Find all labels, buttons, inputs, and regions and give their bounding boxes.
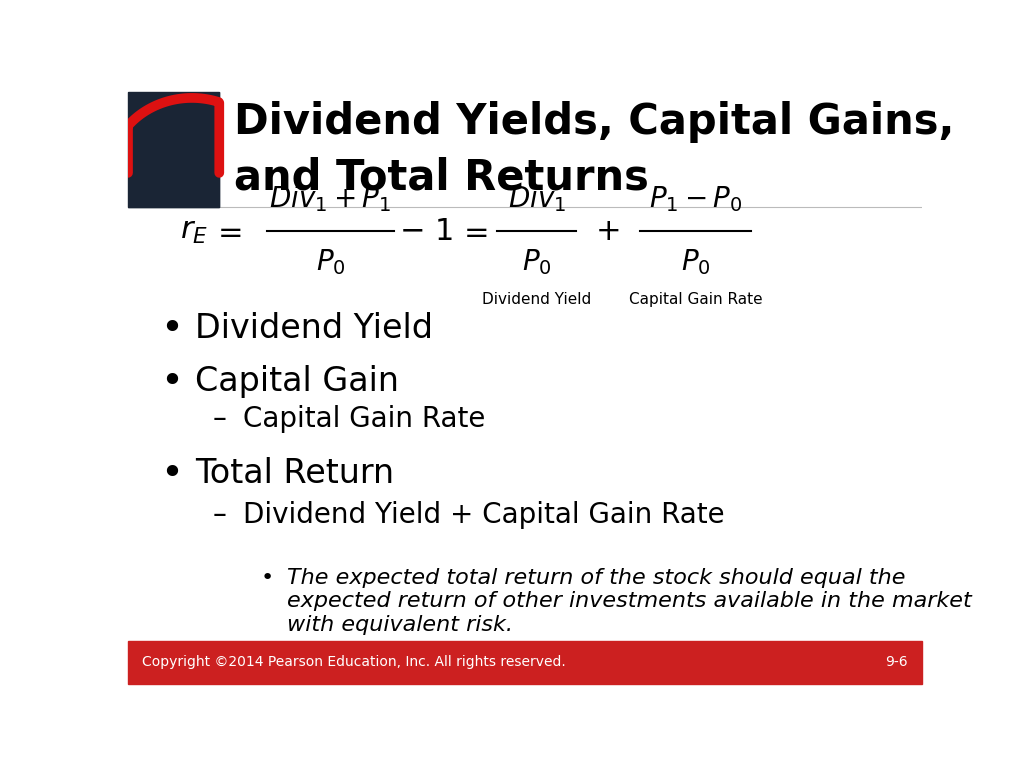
Text: $P_1 - P_0$: $P_1 - P_0$ — [648, 184, 742, 214]
Text: Copyright ©2014 Pearson Education, Inc. All rights reserved.: Copyright ©2014 Pearson Education, Inc. … — [142, 655, 566, 669]
Bar — [128, 641, 922, 684]
Text: $=$: $=$ — [458, 217, 488, 246]
Text: $Div_1$: $Div_1$ — [508, 184, 566, 214]
Text: 9-6: 9-6 — [885, 655, 907, 669]
Text: $P_0$: $P_0$ — [522, 247, 552, 276]
Text: Capital Gain Rate: Capital Gain Rate — [243, 405, 485, 432]
Text: Capital Gain Rate: Capital Gain Rate — [629, 292, 762, 306]
Text: $P_0$: $P_0$ — [681, 247, 711, 276]
Text: Dividend Yield: Dividend Yield — [196, 313, 433, 345]
Text: •: • — [160, 455, 183, 492]
Text: Dividend Yield + Capital Gain Rate: Dividend Yield + Capital Gain Rate — [243, 501, 725, 529]
Text: $r_E$: $r_E$ — [179, 217, 208, 246]
Text: •: • — [260, 568, 273, 588]
Text: $Div_1 + P_1$: $Div_1 + P_1$ — [269, 184, 391, 214]
Text: Dividend Yield: Dividend Yield — [482, 292, 591, 306]
Text: $=$: $=$ — [212, 217, 243, 246]
Text: Total Return: Total Return — [196, 457, 394, 490]
Text: and Total Returns: and Total Returns — [233, 156, 648, 198]
Text: $+$: $+$ — [595, 217, 620, 246]
Text: –: – — [212, 501, 226, 529]
Text: The expected total return of the stock should equal the
expected return of other: The expected total return of the stock s… — [287, 568, 972, 634]
Text: $P_0$: $P_0$ — [315, 247, 345, 276]
Text: $- \ 1$: $- \ 1$ — [398, 217, 453, 246]
Bar — [128, 92, 219, 207]
Text: •: • — [160, 310, 183, 348]
Text: Capital Gain: Capital Gain — [196, 366, 399, 399]
Text: Dividend Yields, Capital Gains,: Dividend Yields, Capital Gains, — [233, 101, 954, 143]
Text: –: – — [212, 405, 226, 432]
Text: •: • — [160, 363, 183, 401]
